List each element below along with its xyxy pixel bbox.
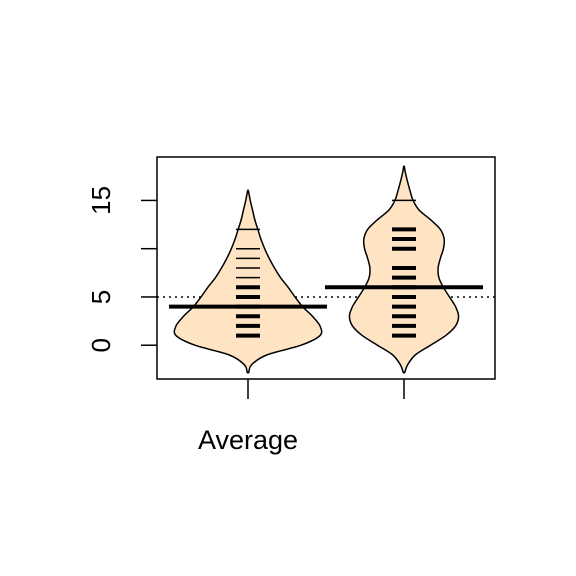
bean-1 (169, 189, 327, 374)
y-tick-label: 15 (86, 186, 116, 215)
bean-2 (325, 165, 483, 374)
bean-layer (169, 165, 483, 374)
y-axis: 0 5 15 (86, 186, 157, 352)
y-tick-label: 0 (86, 338, 116, 352)
x-axis: Average (198, 379, 405, 455)
plot-frame (156, 156, 496, 380)
y-tick-label: 5 (86, 290, 116, 304)
bean-outline (173, 189, 323, 374)
x-category-label: Average (198, 425, 298, 455)
